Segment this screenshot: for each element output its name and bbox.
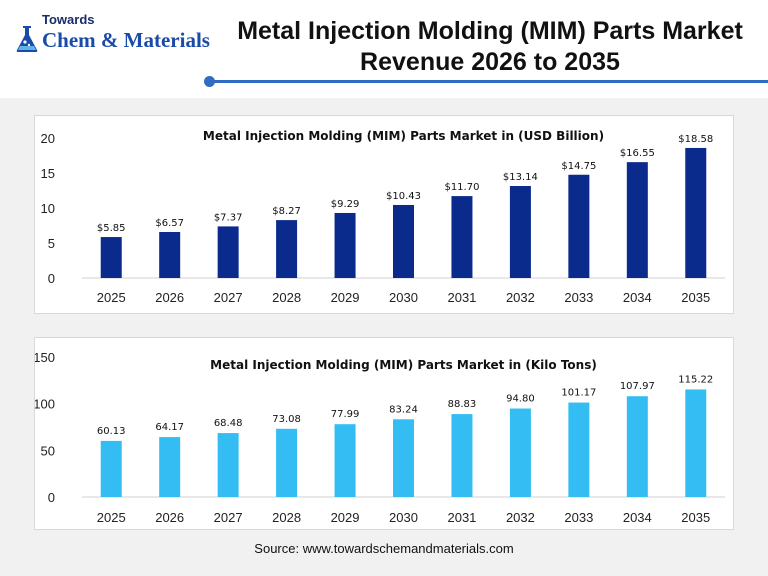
data-label: 68.48 — [214, 418, 243, 429]
x-tick-label: 2030 — [389, 510, 418, 525]
revenue-bar — [509, 186, 531, 278]
x-tick-label: 2027 — [214, 290, 243, 305]
volume-bar — [451, 414, 473, 497]
title-underline-dot — [204, 76, 215, 87]
volume-chart: Metal Injection Molding (MIM) Parts Mark… — [35, 350, 725, 525]
data-label: $7.37 — [214, 212, 243, 223]
y-tick-label: 0 — [48, 271, 55, 286]
x-tick-label: 2035 — [681, 290, 710, 305]
data-label: 83.24 — [389, 404, 418, 415]
volume-chart-panel: Metal Injection Molding (MIM) Parts Mark… — [34, 337, 734, 530]
revenue-bar — [159, 232, 181, 278]
data-label: 94.80 — [506, 394, 535, 405]
source-note: Source: www.towardschemandmaterials.com — [254, 541, 514, 556]
title-line-1: Metal Injection Molding (MIM) Parts Mark… — [237, 17, 743, 45]
revenue-bar — [626, 162, 648, 278]
x-tick-label: 2027 — [214, 510, 243, 525]
y-tick-label: 20 — [41, 131, 55, 146]
data-label: 64.17 — [155, 422, 184, 433]
revenue-bar — [568, 174, 590, 278]
revenue-bar — [393, 204, 414, 278]
revenue-bar — [334, 212, 356, 278]
x-tick-label: 2026 — [155, 510, 184, 525]
volume-bar — [685, 389, 707, 497]
volume-bar — [568, 402, 590, 497]
x-tick-label: 2028 — [272, 510, 301, 525]
revenue-chart-panel: Metal Injection Molding (MIM) Parts Mark… — [34, 115, 734, 314]
revenue-bar — [451, 196, 473, 278]
chart-title: Metal Injection Molding (MIM) Parts Mark… — [203, 129, 604, 143]
flask-icon — [16, 26, 38, 52]
y-tick-label: 5 — [48, 236, 55, 251]
brand-logo: Towards Chem & Materials — [14, 12, 214, 72]
x-tick-label: 2025 — [97, 290, 126, 305]
volume-bar — [276, 428, 298, 497]
data-label: $14.75 — [561, 161, 596, 172]
logo-top-text: Towards — [42, 12, 95, 27]
volume-bar — [626, 396, 648, 497]
title-line-2: Revenue 2026 to 2035 — [360, 48, 620, 76]
y-tick-label: 150 — [35, 350, 55, 365]
revenue-chart: Metal Injection Molding (MIM) Parts Mark… — [41, 129, 725, 305]
revenue-bar — [217, 226, 239, 278]
y-tick-label: 50 — [41, 443, 55, 458]
title-underline — [208, 80, 768, 83]
x-tick-label: 2034 — [623, 510, 652, 525]
volume-bar — [393, 419, 414, 497]
x-tick-label: 2032 — [506, 290, 535, 305]
x-tick-label: 2025 — [97, 510, 126, 525]
x-tick-label: 2029 — [331, 510, 360, 525]
data-label: $5.85 — [97, 223, 126, 234]
chart-title: Metal Injection Molding (MIM) Parts Mark… — [210, 358, 597, 372]
data-label: $13.14 — [503, 172, 538, 183]
logo-main-text: Chem & Materials — [42, 28, 210, 52]
x-tick-label: 2033 — [564, 290, 593, 305]
volume-bar — [159, 437, 181, 497]
x-tick-label: 2033 — [564, 510, 593, 525]
x-tick-label: 2028 — [272, 290, 301, 305]
revenue-bar — [100, 237, 122, 278]
x-tick-label: 2031 — [447, 510, 476, 525]
x-tick-label: 2029 — [331, 290, 360, 305]
data-label: $8.27 — [272, 206, 301, 217]
revenue-bar — [276, 220, 298, 278]
volume-bar — [217, 433, 239, 497]
data-label: 101.17 — [561, 388, 596, 399]
x-tick-label: 2030 — [389, 290, 418, 305]
data-label: 115.22 — [678, 374, 713, 385]
volume-bar — [100, 440, 122, 497]
data-label: $9.29 — [331, 199, 360, 210]
y-tick-label: 10 — [41, 201, 55, 216]
y-tick-label: 100 — [35, 397, 55, 412]
y-tick-label: 15 — [41, 166, 55, 181]
data-label: $10.43 — [386, 191, 421, 202]
x-tick-label: 2031 — [447, 290, 476, 305]
y-tick-label: 0 — [48, 490, 55, 505]
data-label: $6.57 — [155, 218, 184, 229]
volume-bar — [334, 424, 356, 497]
data-label: $11.70 — [444, 182, 479, 193]
x-tick-label: 2034 — [623, 290, 652, 305]
data-label: 77.99 — [331, 409, 360, 420]
data-label: 73.08 — [272, 414, 301, 425]
x-tick-label: 2032 — [506, 510, 535, 525]
data-label: $18.58 — [678, 134, 713, 145]
data-label: $16.55 — [620, 148, 655, 159]
page-title: Metal Injection Molding (MIM) Parts Mark… — [220, 16, 760, 78]
data-label: 60.13 — [97, 426, 126, 437]
revenue-bar — [685, 147, 707, 278]
data-label: 88.83 — [448, 399, 477, 410]
data-label: 107.97 — [620, 381, 655, 392]
volume-bar — [509, 408, 531, 497]
x-tick-label: 2026 — [155, 290, 184, 305]
x-tick-label: 2035 — [681, 510, 710, 525]
